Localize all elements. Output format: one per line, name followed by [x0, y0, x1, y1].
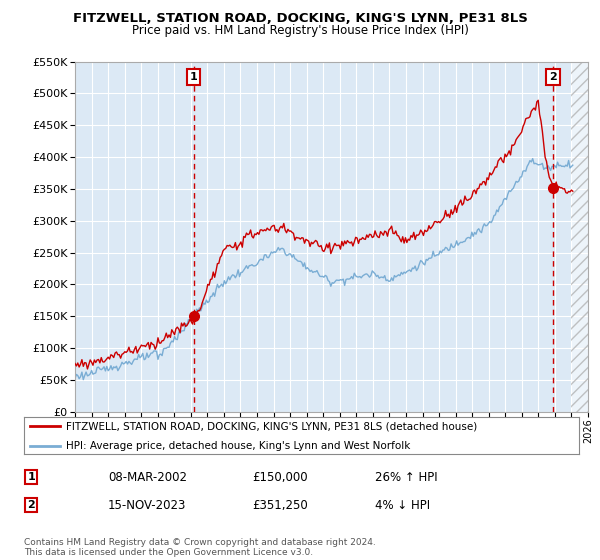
Text: 26% ↑ HPI: 26% ↑ HPI	[375, 470, 437, 484]
Text: Contains HM Land Registry data © Crown copyright and database right 2024.
This d: Contains HM Land Registry data © Crown c…	[24, 538, 376, 557]
Text: 2: 2	[28, 500, 35, 510]
Text: FITZWELL, STATION ROAD, DOCKING, KING'S LYNN, PE31 8LS (detached house): FITZWELL, STATION ROAD, DOCKING, KING'S …	[65, 421, 477, 431]
Text: 08-MAR-2002: 08-MAR-2002	[108, 470, 187, 484]
Text: £351,250: £351,250	[252, 498, 308, 512]
Text: FITZWELL, STATION ROAD, DOCKING, KING'S LYNN, PE31 8LS: FITZWELL, STATION ROAD, DOCKING, KING'S …	[73, 12, 527, 25]
Text: 15-NOV-2023: 15-NOV-2023	[108, 498, 187, 512]
Text: 2: 2	[549, 72, 557, 82]
Bar	[571, 62, 588, 412]
Text: £150,000: £150,000	[252, 470, 308, 484]
Text: Price paid vs. HM Land Registry's House Price Index (HPI): Price paid vs. HM Land Registry's House …	[131, 24, 469, 36]
Text: 1: 1	[28, 472, 35, 482]
Text: 4% ↓ HPI: 4% ↓ HPI	[375, 498, 430, 512]
Text: 1: 1	[190, 72, 197, 82]
Bar	[571, 62, 588, 412]
Text: HPI: Average price, detached house, King's Lynn and West Norfolk: HPI: Average price, detached house, King…	[65, 441, 410, 451]
